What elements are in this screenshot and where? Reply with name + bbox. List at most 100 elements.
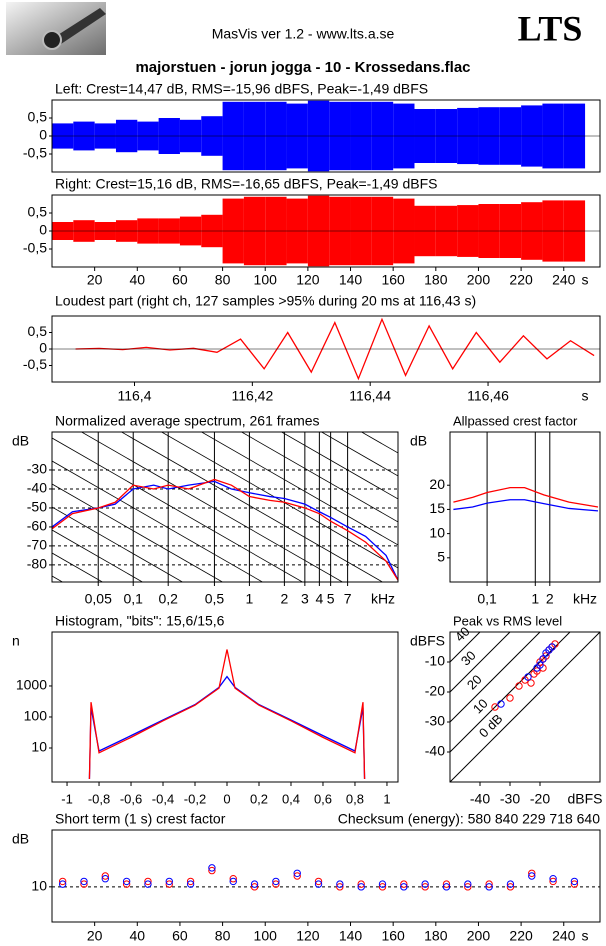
y-tick-label: -40 — [27, 480, 47, 496]
diagonal-guide — [240, 432, 398, 523]
x-tick-label: 3 — [301, 591, 309, 607]
plot-area — [52, 195, 600, 267]
chart-title: Normalized average spectrum, 261 frames — [55, 413, 320, 429]
x-tick-label: 2 — [546, 591, 554, 607]
y-tick-label: 0,5 — [28, 109, 48, 125]
x-tick-label: 160 — [381, 928, 405, 944]
y-tick-label: -80 — [27, 556, 47, 572]
y-tick-label: -0,5 — [23, 356, 47, 372]
x-tick-label: 200 — [467, 272, 491, 288]
point — [80, 880, 88, 888]
series-line — [52, 478, 398, 581]
x-tick-label: 140 — [339, 928, 363, 944]
x-tick-label: 80 — [215, 928, 231, 944]
point — [549, 875, 557, 883]
series-line — [88, 675, 366, 780]
point — [506, 883, 515, 891]
point — [336, 880, 344, 888]
chart-title: Short term (1 s) crest factor — [55, 811, 226, 827]
x-tick-label: 2 — [280, 591, 288, 607]
x-tick-label: -40 — [470, 791, 490, 807]
point — [548, 643, 556, 651]
x-tick-label: 160 — [381, 272, 405, 288]
point — [229, 875, 237, 883]
chart-title: Allpassed crest factor — [453, 413, 578, 428]
x-tick-label: 5 — [327, 591, 335, 607]
x-axis-label: s — [582, 388, 589, 404]
chart-title: Loudest part (right ch, 127 samples >95%… — [55, 293, 476, 309]
x-tick-label: 0,1 — [477, 591, 497, 607]
y-tick-label: 10 — [31, 739, 47, 755]
x-tick-label: 120 — [296, 928, 320, 944]
point — [144, 877, 152, 886]
x-tick-label: 20 — [87, 928, 103, 944]
diagonal-guide — [120, 432, 384, 582]
x-tick-label: -20 — [530, 791, 550, 807]
x-tick-label: 240 — [552, 928, 576, 944]
logo-image — [6, 2, 106, 55]
plot-area — [52, 864, 600, 891]
chart-title: Right: Crest=15,16 dB, RMS=-16,65 dBFS, … — [55, 176, 437, 192]
point — [533, 667, 541, 675]
series-line — [88, 649, 366, 780]
annotation: Checksum (energy): 580 840 229 718 640 — [338, 811, 600, 827]
point — [101, 875, 110, 883]
chart-title: Left: Crest=14,47 dB, RMS=-15,96 dBFS, P… — [55, 81, 428, 97]
x-tick-label: 116,44 — [349, 388, 391, 404]
y-tick-label: -0,5 — [23, 145, 47, 161]
y-axis-label: dB — [12, 433, 29, 449]
y-tick-label: 0 — [39, 222, 47, 238]
y-tick-label: -30 — [425, 713, 445, 729]
plot-frame — [51, 431, 399, 583]
x-tick-label: 100 — [254, 928, 278, 944]
point — [165, 880, 173, 888]
diagonal-guide — [52, 460, 264, 582]
x-tick-label: 60 — [172, 272, 188, 288]
y-axis-label: n — [12, 633, 20, 649]
x-tick-label: 80 — [215, 272, 231, 288]
point — [186, 880, 195, 888]
point — [442, 883, 451, 891]
crest-line — [450, 632, 511, 693]
y-tick-label: 0,5 — [28, 323, 48, 339]
x-tick-label: 0,05 — [85, 591, 112, 607]
y-tick-label: -10 — [425, 653, 445, 669]
point — [491, 703, 499, 711]
y-tick-label: 1000 — [16, 677, 47, 693]
point — [229, 877, 237, 886]
point — [400, 880, 408, 888]
x-tick-label: -30 — [500, 791, 520, 807]
file-name: majorstuen - jorun jogga - 10 - Krosseda… — [135, 59, 470, 76]
y-axis-label: dBFS — [410, 633, 445, 649]
x-tick-label: 200 — [467, 928, 491, 944]
plot-frame — [449, 631, 601, 783]
x-tick-label: 4 — [315, 591, 323, 607]
x-tick-label: -0,6 — [120, 791, 142, 806]
point — [570, 877, 579, 886]
x-tick-label: -1 — [61, 791, 73, 806]
chart-title: Peak vs RMS level — [453, 613, 562, 628]
diagonal-guide — [52, 483, 224, 582]
x-tick-label: 20 — [87, 272, 103, 288]
diagonal-guide — [52, 437, 304, 582]
crest-line — [450, 632, 541, 723]
point — [165, 877, 173, 886]
x-tick-label: 1 — [246, 591, 254, 607]
point — [528, 869, 536, 877]
y-tick-label: -40 — [425, 743, 445, 759]
x-tick-label: 0,1 — [123, 591, 143, 607]
x-tick-label: 116,4 — [117, 388, 151, 404]
point — [272, 880, 280, 888]
plot-area — [52, 317, 600, 381]
x-tick-label: -0,8 — [88, 791, 110, 806]
y-tick-label: 5 — [437, 549, 445, 565]
point — [506, 880, 515, 888]
y-tick-label: -30 — [27, 461, 47, 477]
point — [442, 880, 451, 888]
diagonal-guide — [200, 432, 398, 546]
plot-area — [52, 432, 398, 582]
x-tick-label: 240 — [552, 272, 576, 288]
point — [539, 655, 547, 663]
x-axis-label: kHz — [573, 591, 597, 607]
